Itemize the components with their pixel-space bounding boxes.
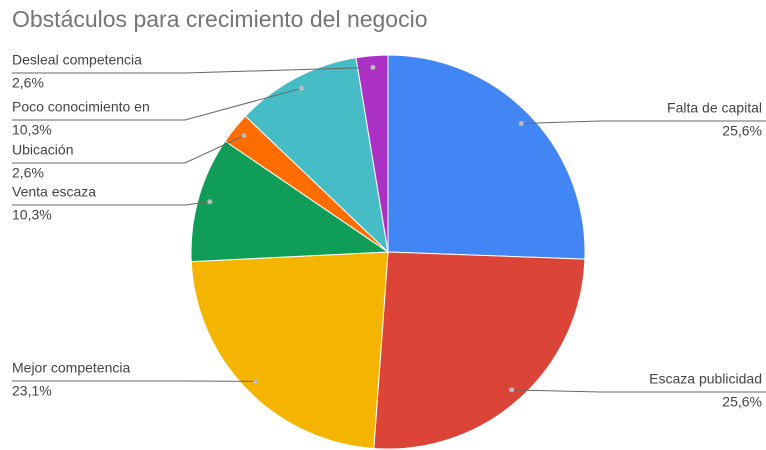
slice-label: Desleal competencia bbox=[12, 52, 142, 68]
slice-label: Falta de capital bbox=[667, 100, 762, 116]
pie-slice bbox=[190, 251, 389, 450]
slice-label: Venta escaza bbox=[12, 184, 96, 200]
pie-slice bbox=[355, 54, 389, 253]
pie-slice bbox=[373, 251, 586, 450]
leader-line bbox=[12, 66, 373, 74]
slice-value-label: 10,3% bbox=[12, 207, 52, 223]
leader-line bbox=[12, 201, 210, 206]
pie-slice bbox=[387, 54, 586, 260]
slice-value-label: 2,6% bbox=[12, 75, 44, 91]
slice-value-label: 2,6% bbox=[12, 165, 44, 181]
slice-label: Poco conocimiento en bbox=[12, 99, 150, 115]
chart-title: Obstáculos para crecimiento del negocio bbox=[12, 6, 428, 32]
leader-line bbox=[12, 135, 245, 164]
pie-slice bbox=[244, 57, 389, 254]
slice-value-label: 23,1% bbox=[12, 383, 52, 399]
leader-dot bbox=[509, 387, 515, 393]
slice-label: Escaza publicidad bbox=[649, 371, 762, 387]
slice-label: Ubicación bbox=[12, 142, 73, 158]
leader-dot bbox=[207, 199, 213, 205]
leader-dot bbox=[370, 64, 376, 70]
leader-dot bbox=[298, 85, 304, 91]
slice-label: Mejor competencia bbox=[12, 360, 130, 376]
slice-value-label: 25,6% bbox=[722, 123, 762, 139]
slice-value-label: 25,6% bbox=[722, 394, 762, 410]
leader-dot bbox=[241, 133, 247, 139]
leader-line bbox=[511, 389, 766, 393]
leader-dot bbox=[253, 378, 259, 384]
slice-value-label: 10,3% bbox=[12, 122, 52, 138]
leader-dot bbox=[518, 120, 524, 126]
leader-line bbox=[12, 87, 302, 121]
leader-line bbox=[521, 120, 766, 124]
